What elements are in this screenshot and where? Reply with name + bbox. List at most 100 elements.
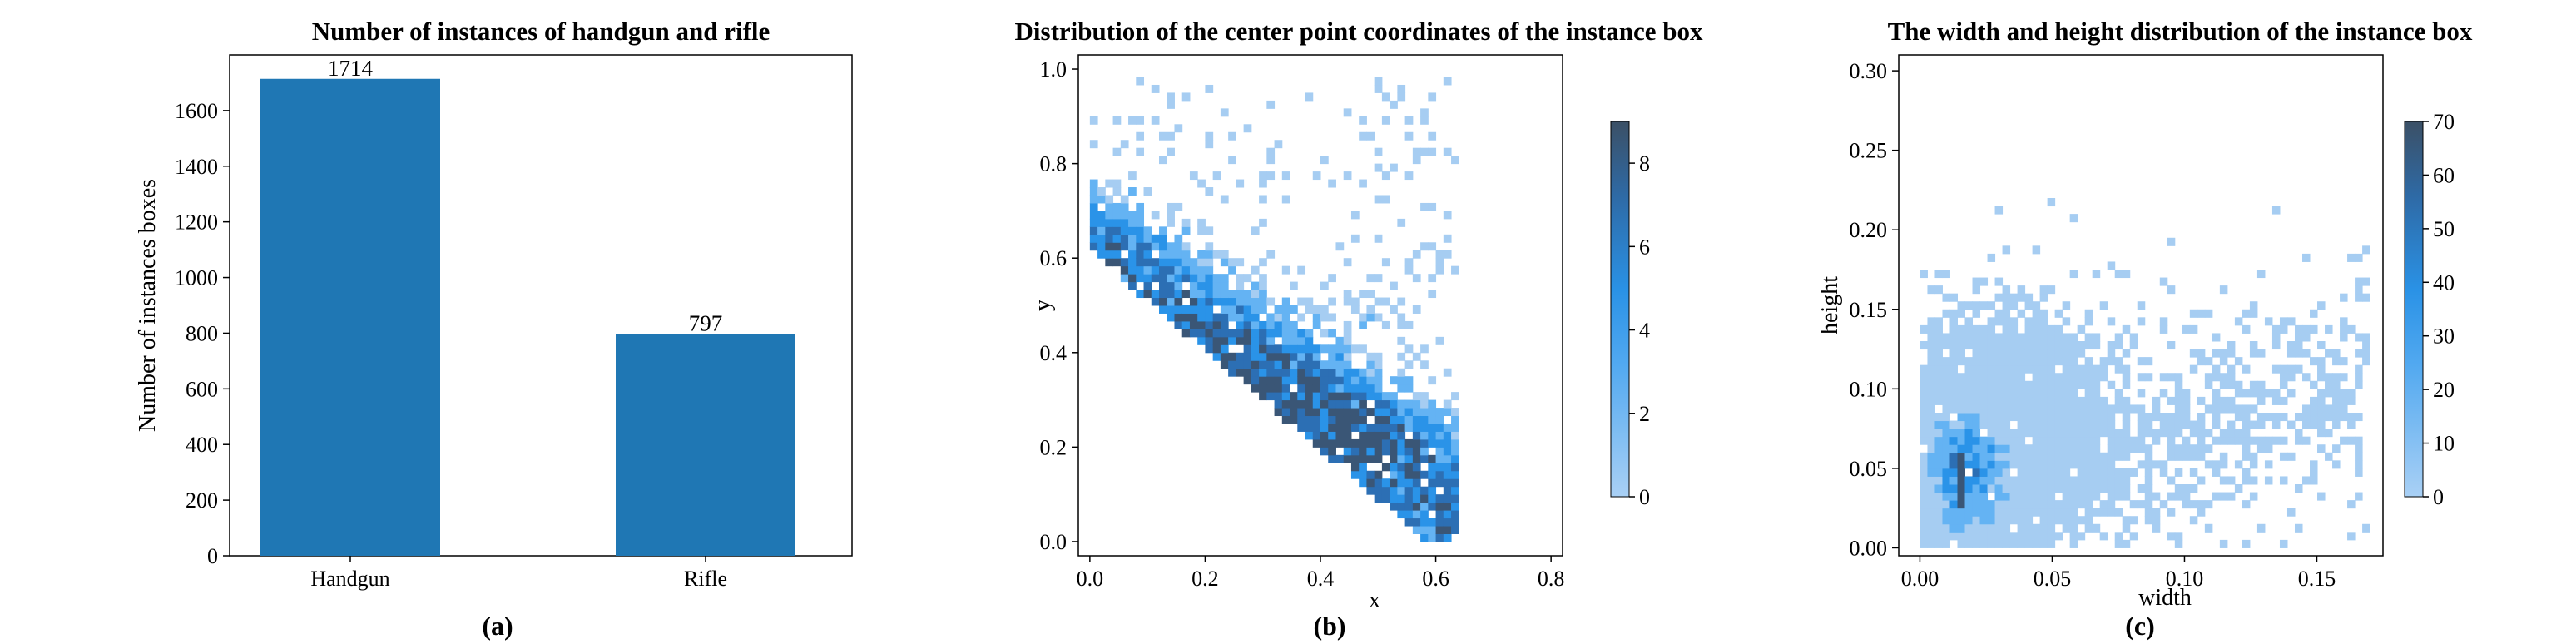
heatmap-cell — [1979, 357, 1989, 366]
heatmap-cell — [1412, 250, 1421, 259]
heatmap-cell — [1343, 392, 1352, 401]
heatmap-cell — [2197, 436, 2206, 445]
heatmap-cell — [2167, 373, 2176, 382]
heatmap-cell — [1236, 290, 1245, 299]
heatmap-cell — [1167, 313, 1175, 322]
heatmap-cell — [1979, 444, 1989, 453]
heatmap-cell — [2197, 420, 2206, 429]
heatmap-cell — [2017, 532, 2026, 541]
heatmap-cell — [1197, 226, 1206, 235]
heatmap-cell — [2310, 380, 2318, 389]
heatmap-cell — [1259, 368, 1267, 377]
chart-b-title: Distribution of the center point coordin… — [1015, 17, 1703, 46]
heatmap-cell — [1942, 413, 1950, 422]
heatmap-cell — [1949, 492, 1958, 501]
heatmap-cell — [1428, 274, 1437, 283]
heatmap-cell — [1297, 313, 1306, 322]
heatmap-cell — [1972, 492, 1981, 501]
heatmap-cell — [2137, 373, 2146, 382]
heatmap-cell — [1328, 360, 1336, 369]
heatmap-cell — [2002, 285, 2011, 295]
heatmap-cell — [1404, 510, 1414, 519]
heatmap-cell — [1994, 373, 2004, 382]
heatmap-cell — [2107, 357, 2116, 366]
heatmap-cell — [1259, 195, 1267, 204]
heatmap-cell — [1143, 226, 1152, 235]
heatmap-cell — [2197, 413, 2206, 422]
heatmap-cell — [1374, 431, 1383, 440]
heatmap-cell — [1994, 452, 2004, 461]
heatmap-cell — [2310, 476, 2318, 485]
heatmap-cell — [2355, 444, 2363, 453]
heatmap-cell — [1412, 478, 1421, 488]
heatmap-cell — [2332, 396, 2341, 405]
heatmap-cell — [1167, 92, 1175, 102]
y-tick-label: 1200 — [175, 211, 218, 235]
heatmap-cell — [2325, 429, 2333, 438]
heatmap-cell — [1320, 156, 1329, 165]
heatmap-cell — [2286, 420, 2296, 429]
y-tick-label: 0.00 — [1850, 536, 1888, 560]
heatmap-cell — [2189, 516, 2198, 525]
heatmap-cell — [2069, 270, 2078, 279]
heatmap-cell — [1359, 384, 1367, 393]
heatmap-cell — [2137, 444, 2146, 453]
heatmap-cell — [2107, 380, 2116, 389]
chart-c-x-axis-label: width — [2138, 585, 2192, 611]
heatmap-cell — [1994, 516, 2004, 525]
heatmap-cell — [1328, 454, 1336, 463]
heatmap-cell — [1197, 290, 1206, 299]
heatmap-cell — [2355, 468, 2363, 477]
heatmap-cell — [2047, 413, 2056, 422]
colorbar-tick-label: 60 — [2433, 163, 2455, 187]
heatmap-cell — [1443, 438, 1452, 448]
heatmap-cell — [1397, 454, 1406, 463]
heatmap-cell — [1089, 116, 1098, 125]
heatmap-cell — [2332, 460, 2341, 469]
heatmap-cell — [1366, 376, 1375, 385]
heatmap-cell — [1435, 510, 1444, 519]
heatmap-cell — [1920, 516, 1928, 525]
heatmap-cell — [1942, 500, 1950, 509]
heatmap-cell — [1359, 344, 1367, 354]
heatmap-cell — [1381, 431, 1390, 440]
heatmap-cell — [2047, 285, 2056, 295]
heatmap-cell — [2249, 452, 2258, 461]
heatmap-cell — [2039, 429, 2048, 438]
heatmap-cell — [2032, 309, 2041, 318]
heatmap-cell — [2174, 404, 2183, 414]
heatmap-cell — [1994, 380, 2004, 389]
heatmap-cell — [2032, 317, 2041, 326]
heatmap-cell — [1987, 500, 1996, 509]
heatmap-cell — [1927, 500, 1935, 509]
heatmap-cell — [2069, 539, 2078, 548]
heatmap-cell — [1979, 301, 1989, 310]
heatmap-cell — [1343, 431, 1352, 440]
heatmap-cell — [1964, 492, 1974, 501]
heatmap-cell — [1274, 352, 1283, 361]
heatmap-cell — [2219, 380, 2228, 389]
heatmap-cell — [1979, 373, 1989, 382]
heatmap-cell — [1949, 317, 1958, 326]
heatmap-cell — [2054, 508, 2063, 517]
heatmap-cell — [1420, 470, 1429, 479]
heatmap-cell — [1251, 281, 1260, 290]
heatmap-cell — [1181, 218, 1191, 227]
heatmap-cell — [1964, 413, 1974, 422]
heatmap-cell — [1335, 454, 1345, 463]
heatmap-cell — [2017, 413, 2026, 422]
heatmap-cell — [2204, 404, 2213, 414]
heatmap-cell — [1451, 510, 1459, 519]
heatmap-cell — [1920, 436, 1928, 445]
heatmap-cell — [2054, 452, 2063, 461]
heatmap-cell — [2039, 413, 2048, 422]
heatmap-cell — [1443, 502, 1452, 511]
heatmap-cell — [1381, 399, 1390, 409]
heatmap-cell — [1949, 349, 1958, 358]
heatmap-cell — [2092, 508, 2101, 517]
heatmap-cell — [2122, 324, 2131, 334]
heatmap-cell — [2084, 333, 2093, 342]
heatmap-cell — [2062, 429, 2071, 438]
heatmap-cell — [2047, 396, 2056, 405]
heatmap-cell — [1343, 399, 1352, 409]
